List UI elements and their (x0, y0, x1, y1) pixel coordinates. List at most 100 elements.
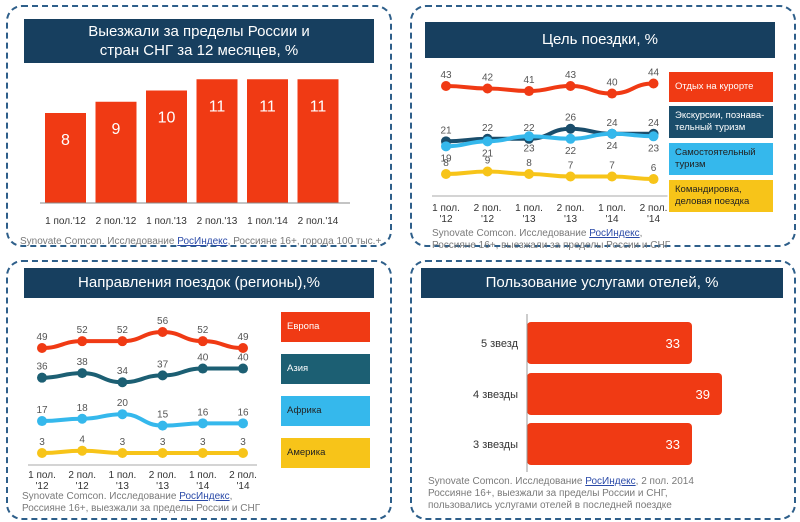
data-label: 44 (648, 67, 660, 78)
data-label: 22 (523, 123, 535, 134)
data-point (197, 336, 208, 347)
data-label: 34 (117, 366, 129, 377)
data-label: 7 (568, 161, 574, 172)
data-point (37, 448, 47, 458)
x-tick-label: 2 пол.'12 (96, 216, 137, 227)
bar-value-label: 11 (209, 98, 226, 115)
bar-value-label: 11 (259, 98, 276, 115)
bar-value-label: 39 (696, 387, 710, 402)
x-tick-label: '14 (196, 481, 209, 492)
x-tick-label: '13 (116, 481, 129, 492)
data-label: 17 (36, 405, 48, 416)
data-point (524, 86, 534, 97)
rosindex-link[interactable]: РосИндекс (585, 476, 636, 487)
source-line-3: пользовались услугами отелей в последней… (428, 500, 672, 511)
data-label: 52 (77, 325, 89, 336)
data-point (157, 370, 168, 381)
x-tick-label: 2 пол. (557, 203, 585, 214)
panel-destinations (6, 260, 392, 520)
hbar-0 (527, 322, 692, 364)
source-suffix: , (639, 228, 643, 239)
source-prefix: Synovate Comcon. Исследование (20, 236, 178, 247)
data-point (607, 171, 617, 182)
data-point (648, 131, 659, 142)
bar-0 (45, 113, 86, 203)
legend-excursions-line-2: тельный туризм (675, 122, 746, 133)
data-point (197, 418, 208, 429)
data-label: 40 (606, 78, 618, 89)
data-label: 21 (440, 125, 452, 136)
x-tick-label: 1 пол.'12 (45, 216, 86, 227)
source-line-2: Россияне 16+, выезжали за пределы России… (22, 503, 261, 514)
data-label: 8 (443, 158, 449, 169)
y-tick-label: 5 звезд (481, 338, 519, 350)
legend-excursions-line-1: Экскурсии, познава- (675, 110, 765, 121)
bar-value-label: 33 (666, 336, 680, 351)
source-suffix: , 2 пол. 2014 (635, 476, 694, 487)
bar-value-label: 11 (310, 98, 327, 115)
x-tick-label: 1 пол. (189, 470, 217, 481)
x-tick-label: '12 (481, 214, 494, 225)
x-tick-label: 1 пол. (598, 203, 626, 214)
y-tick-label: 4 звезды (473, 389, 518, 401)
data-point (197, 363, 208, 374)
data-label: 16 (237, 407, 249, 418)
data-point (482, 166, 493, 177)
data-label: 4 (79, 435, 85, 446)
x-tick-label: 1 пол.'14 (247, 216, 288, 227)
data-label: 42 (482, 73, 494, 84)
data-label: 15 (157, 410, 169, 421)
data-label: 52 (197, 325, 209, 336)
y-tick-label: 3 звезды (473, 439, 518, 451)
source-note-trip-purpose: Synovate Comcon. Исследование РосИндекс,… (432, 228, 782, 252)
data-point (77, 336, 88, 347)
data-point (117, 448, 128, 458)
data-label: 3 (39, 437, 45, 448)
x-tick-label: 1 пол. (432, 203, 460, 214)
data-label: 43 (440, 70, 452, 81)
data-point (607, 128, 617, 139)
source-note-hotel-usage: Synovate Comcon. Исследование РосИндекс,… (428, 476, 778, 512)
x-tick-label: 2 пол.'13 (197, 216, 238, 227)
data-point (37, 372, 47, 383)
x-tick-label: 2 пол. (149, 470, 177, 481)
data-point (607, 88, 617, 99)
data-point (117, 377, 128, 388)
rosindex-link[interactable]: РосИндекс (589, 228, 640, 239)
data-point (648, 78, 659, 89)
data-label: 56 (157, 316, 169, 327)
data-label: 24 (606, 141, 618, 152)
bar-value-label: 10 (158, 110, 176, 127)
source-note-destinations: Synovate Comcon. Исследование РосИндекс,… (22, 491, 372, 515)
line-chart-trip-purpose: 43 42 41 43 40 44 21 22 22 26 24 24 19 21 23 22 24 23 8 9 8 7… (432, 67, 668, 225)
hbar-1 (527, 373, 722, 415)
data-label: 22 (565, 146, 577, 157)
rosindex-link[interactable]: РосИндекс (179, 491, 230, 502)
data-label: 37 (157, 359, 169, 370)
rosindex-link[interactable]: РосИндекс (177, 236, 228, 247)
data-point (441, 81, 451, 91)
bar-value-label: 33 (666, 437, 680, 452)
source-line-2: Россияне 16+, выезжали за пределы России… (428, 488, 668, 499)
x-tick-label: 1 пол. (515, 203, 543, 214)
data-label: 36 (36, 362, 48, 373)
bar-5 (297, 79, 339, 203)
data-point (77, 445, 88, 456)
data-point (441, 141, 451, 152)
bar-3 (196, 79, 238, 203)
data-label: 18 (77, 403, 89, 414)
legend-independent: Самостоятельный туризм (669, 143, 773, 175)
data-point (157, 448, 168, 458)
legend-independent-line-1: Самостоятельный (675, 147, 756, 158)
legend-business: Командировка, деловая поездка (669, 180, 773, 212)
data-label: 23 (523, 143, 535, 154)
data-point (77, 413, 88, 424)
data-point (565, 133, 576, 144)
chart-title-line-2: стран СНГ за 12 месяцев, % (99, 42, 299, 59)
x-tick-label: 2 пол. (229, 470, 257, 481)
x-tick-label: 2 пол. (474, 203, 502, 214)
data-label: 20 (117, 398, 129, 409)
data-label: 19 (440, 153, 452, 164)
x-tick-label: 2 пол. (68, 470, 96, 481)
